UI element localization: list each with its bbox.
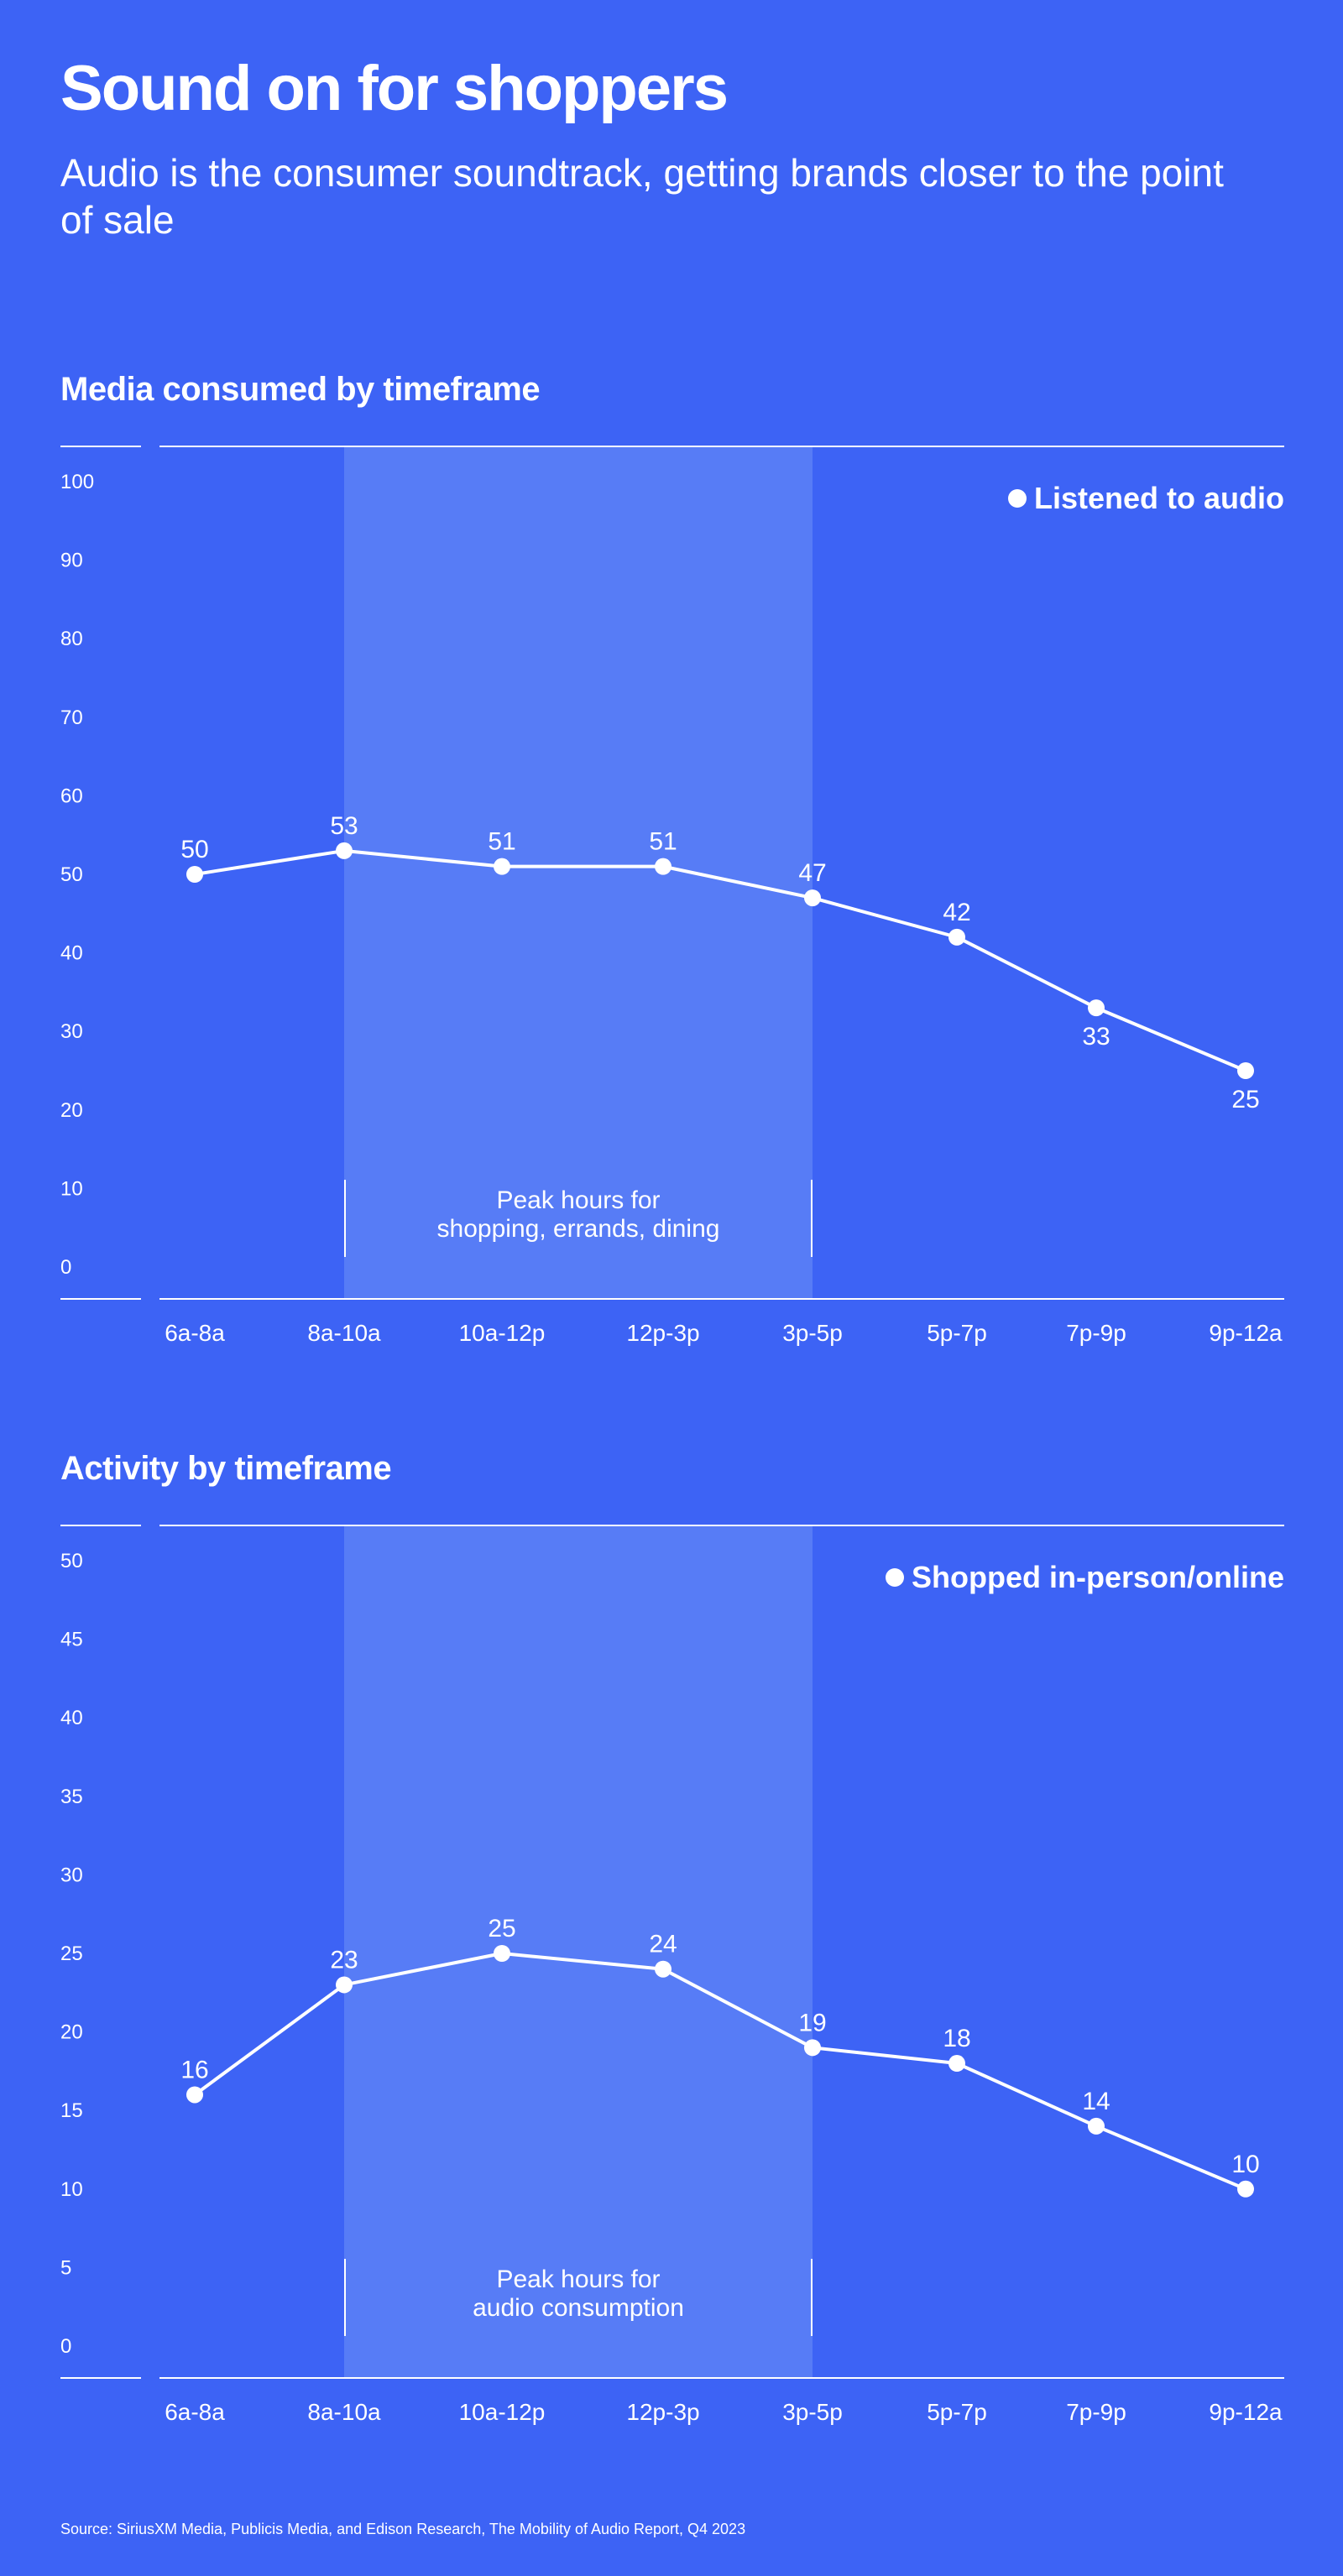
y-tick-label: 40 <box>60 1707 83 1729</box>
band-label-line: Peak hours for <box>496 1186 660 1214</box>
y-tick-label: 70 <box>60 707 83 729</box>
x-tick-label: 10a-12p <box>459 1320 546 1346</box>
y-tick-label: 20 <box>60 2021 83 2044</box>
data-point <box>1088 2117 1105 2135</box>
data-point <box>1237 1062 1254 1079</box>
x-tick-label: 5p-7p <box>927 2399 987 2425</box>
data-label: 23 <box>330 1946 358 1974</box>
data-label: 24 <box>649 1931 677 1958</box>
y-tick-label: 5 <box>60 2256 71 2279</box>
y-tick-label: 50 <box>60 1550 83 1572</box>
x-tick-label: 6a-8a <box>165 2399 225 2425</box>
x-tick-label: 6a-8a <box>165 1320 225 1346</box>
x-tick-label: 10a-12p <box>459 2399 546 2425</box>
data-label: 53 <box>330 812 358 840</box>
x-tick-label: 8a-10a <box>307 2399 381 2425</box>
y-tick-label: 100 <box>60 471 94 493</box>
band-label-line: audio consumption <box>473 2294 684 2322</box>
highlight-band <box>344 446 813 1299</box>
band-label-line: Peak hours for <box>496 2266 660 2293</box>
highlight-band <box>344 1525 813 2378</box>
x-tick-label: 7p-9p <box>1066 1320 1126 1346</box>
data-label: 51 <box>488 828 515 856</box>
y-tick-label: 25 <box>60 1942 83 1965</box>
data-label: 18 <box>943 2025 970 2052</box>
data-label: 47 <box>798 859 826 887</box>
data-point <box>186 866 203 883</box>
legend-label: Listened to audio <box>1034 481 1284 515</box>
y-tick-label: 45 <box>60 1629 83 1651</box>
y-tick-label: 10 <box>60 2178 83 2201</box>
data-point <box>655 858 672 875</box>
data-point <box>494 858 510 875</box>
x-tick-label: 12p-3p <box>626 1320 699 1346</box>
data-label: 14 <box>1082 2088 1110 2115</box>
x-tick-label: 12p-3p <box>626 2399 699 2425</box>
y-tick-label: 10 <box>60 1177 83 1200</box>
data-point <box>336 842 353 859</box>
data-label: 50 <box>180 836 208 863</box>
chart-2-title: Activity by timeframe <box>60 1450 392 1487</box>
y-tick-label: 20 <box>60 1099 83 1122</box>
data-point <box>1088 999 1105 1017</box>
y-tick-label: 40 <box>60 942 83 965</box>
y-tick-label: 60 <box>60 785 83 807</box>
data-point <box>804 2039 821 2057</box>
y-tick-label: 30 <box>60 1864 83 1886</box>
y-tick-label: 90 <box>60 550 83 572</box>
data-label: 33 <box>1082 1023 1110 1051</box>
data-point <box>494 1945 510 1962</box>
data-label: 16 <box>180 2056 208 2083</box>
data-point <box>186 2086 203 2104</box>
y-tick-label: 30 <box>60 1020 83 1043</box>
chart-1-title: Media consumed by timeframe <box>60 371 541 408</box>
page-title: Sound on for shoppers <box>60 53 729 124</box>
page-subtitle: Audio is the consumer soundtrack, gettin… <box>60 151 1224 242</box>
data-point <box>948 2055 965 2073</box>
legend-marker <box>1007 489 1027 508</box>
data-point <box>655 1960 672 1978</box>
band-label-line: shopping, errands, dining <box>437 1215 720 1243</box>
source-note: Source: SiriusXM Media, Publicis Media, … <box>60 2521 746 2537</box>
data-point <box>804 889 821 907</box>
y-tick-label: 0 <box>60 1256 71 1279</box>
data-point <box>948 928 965 946</box>
x-tick-label: 7p-9p <box>1066 2399 1126 2425</box>
data-label: 19 <box>798 2009 826 2036</box>
data-label: 25 <box>488 1915 515 1942</box>
x-tick-label: 5p-7p <box>927 1320 987 1346</box>
x-tick-label: 9p-12a <box>1209 2399 1283 2425</box>
y-tick-label: 80 <box>60 628 83 650</box>
series-line <box>194 848 1246 1072</box>
y-tick-label: 15 <box>60 2099 83 2122</box>
x-tick-label: 3p-5p <box>782 2399 843 2425</box>
x-tick-label: 8a-10a <box>307 1320 381 1346</box>
y-tick-label: 35 <box>60 1786 83 1808</box>
data-label: 10 <box>1231 2151 1259 2178</box>
x-tick-label: 3p-5p <box>782 1320 843 1346</box>
legend-marker <box>886 1568 904 1587</box>
data-label: 42 <box>943 899 970 926</box>
legend-label: Shopped in-person/online <box>912 1560 1284 1594</box>
data-label: 25 <box>1231 1086 1259 1113</box>
y-tick-label: 0 <box>60 2335 71 2358</box>
data-label: 51 <box>649 828 677 856</box>
data-point <box>336 1976 353 1994</box>
y-tick-label: 50 <box>60 863 83 886</box>
data-point <box>1237 2180 1254 2198</box>
x-tick-label: 9p-12a <box>1209 1320 1283 1346</box>
series-line <box>193 1952 1246 2191</box>
